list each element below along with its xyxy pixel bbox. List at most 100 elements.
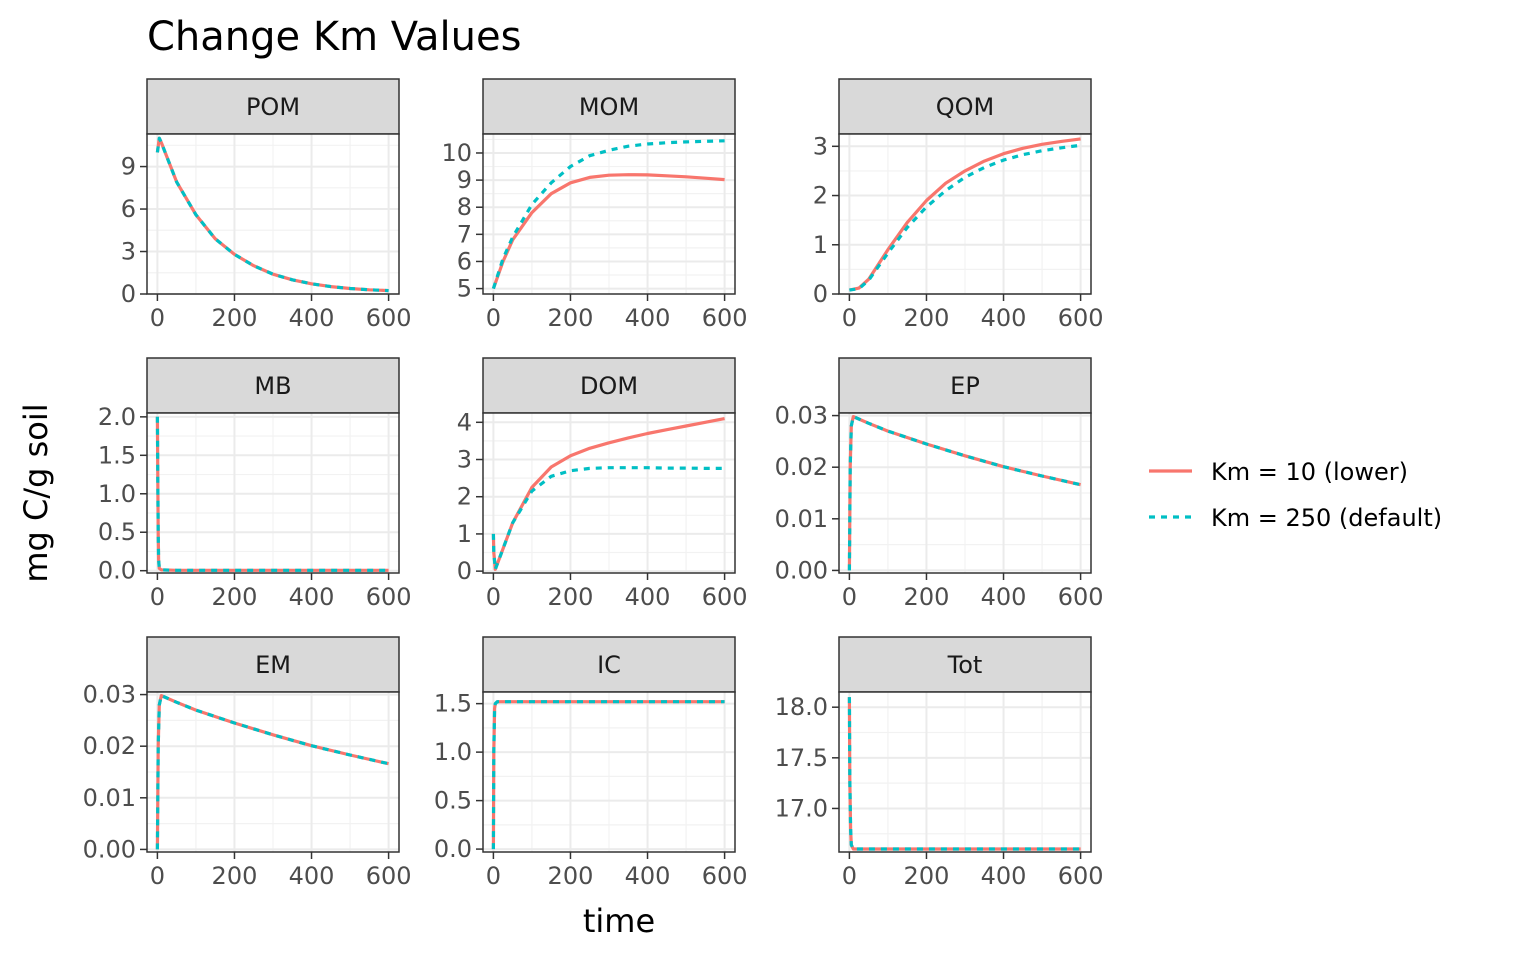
panel-ic: IC 0.0 0.5 1.0 1.5 0 200 400 600	[434, 636, 748, 890]
y-tick-label: 0.0	[98, 557, 136, 585]
series-line-lower	[491, 417, 725, 571]
series-line-default	[847, 415, 1081, 571]
x-tick-label: 600	[366, 304, 412, 332]
y-tick-label: 6	[121, 195, 136, 223]
y-tick-label: 0.0	[434, 835, 472, 863]
x-tick-label: 600	[702, 862, 748, 890]
x-tick-label: 0	[842, 583, 857, 611]
panel-border	[838, 412, 1092, 574]
y-tick-label: 0	[813, 280, 828, 308]
strip-label: IC	[597, 651, 621, 679]
y-tick-label: 7	[457, 220, 472, 248]
panel-border	[838, 133, 1092, 295]
x-tick-label: 400	[289, 583, 335, 611]
strip-background	[146, 636, 400, 693]
panel-border	[146, 133, 400, 295]
panel-qom: QOM 0 1 2 3 0 200 400 600	[813, 78, 1104, 332]
x-tick-label: 200	[548, 862, 594, 890]
panel-mb: MB 0.0 0.5 1.0 1.5 2.0 0 200 400 600	[98, 357, 412, 611]
x-tick-label: 0	[150, 583, 165, 611]
panel-border	[482, 412, 736, 574]
y-tick-label: 17.5	[775, 744, 828, 772]
x-tick-label: 0	[150, 304, 165, 332]
y-tick-label: 3	[121, 238, 136, 266]
y-tick-label: 0.5	[434, 787, 472, 815]
panel-em: EM 0.00 0.01 0.02 0.03 0 200 400 600	[83, 636, 412, 890]
y-tick-label: 0.02	[775, 453, 828, 481]
y-tick-label: 9	[121, 153, 136, 181]
strip-background	[482, 78, 736, 135]
x-tick-label: 200	[904, 862, 950, 890]
y-tick-label: 1.5	[98, 441, 136, 469]
series-line-default	[847, 697, 1081, 851]
strip-label: EM	[255, 651, 291, 679]
strip-background	[838, 78, 1092, 135]
x-tick-label: 400	[981, 862, 1027, 890]
panel-dom: DOM 0 1 2 3 4 0 200 400 600	[457, 357, 748, 611]
x-tick-label: 0	[486, 304, 501, 332]
series-line-default	[849, 143, 1081, 292]
x-tick-label: 200	[212, 583, 258, 611]
strip-background	[146, 357, 400, 414]
panel-ep: EP 0.00 0.01 0.02 0.03 0 200 400 600	[775, 357, 1104, 611]
y-tick-label: 0.01	[775, 505, 828, 533]
y-tick-label: 1.5	[434, 690, 472, 718]
x-tick-label: 600	[366, 583, 412, 611]
x-tick-label: 200	[548, 304, 594, 332]
strip-background	[146, 78, 400, 135]
panel-pom: POM 0 3 6 9 0 200 400 600	[121, 78, 412, 332]
legend-label: Km = 250 (default)	[1211, 504, 1442, 532]
y-tick-label: 3	[457, 446, 472, 474]
x-tick-label: 0	[150, 862, 165, 890]
x-tick-label: 400	[981, 583, 1027, 611]
y-tick-label: 1	[813, 231, 828, 259]
x-tick-label: 600	[1058, 583, 1104, 611]
y-tick-label: 10	[441, 139, 472, 167]
strip-label: MB	[254, 372, 291, 400]
panel-border	[146, 691, 400, 853]
strip-label: Tot	[947, 651, 983, 679]
strip-label: POM	[246, 93, 300, 121]
panel-tot: Tot 17.0 17.5 18.0 0 200 400 600	[775, 636, 1104, 890]
series-line-default	[491, 700, 725, 850]
strip-label: EP	[950, 372, 980, 400]
y-tick-label: 6	[457, 247, 472, 275]
y-tick-label: 9	[457, 166, 472, 194]
x-tick-label: 400	[289, 862, 335, 890]
x-tick-label: 200	[548, 583, 594, 611]
strip-label: MOM	[579, 93, 639, 121]
x-tick-label: 0	[842, 304, 857, 332]
x-tick-label: 400	[289, 304, 335, 332]
y-tick-label: 2	[813, 182, 828, 210]
panel-border	[838, 691, 1092, 853]
y-tick-label: 0.01	[83, 784, 136, 812]
strip-background	[482, 357, 736, 414]
y-tick-label: 0.00	[775, 556, 828, 584]
series-line-lower	[491, 173, 725, 290]
strip-background	[482, 636, 736, 693]
panel-border	[146, 412, 400, 574]
x-tick-label: 0	[842, 862, 857, 890]
x-tick-label: 200	[212, 862, 258, 890]
y-tick-label: 0.03	[775, 402, 828, 430]
x-tick-label: 600	[702, 583, 748, 611]
y-tick-label: 0.5	[98, 518, 136, 546]
x-tick-label: 400	[625, 583, 671, 611]
y-tick-label: 0.02	[83, 732, 136, 760]
x-tick-label: 0	[486, 583, 501, 611]
series-line-default	[155, 416, 389, 572]
y-tick-label: 0.00	[83, 835, 136, 863]
y-tick-label: 3	[813, 132, 828, 160]
strip-background	[838, 357, 1092, 414]
x-tick-label: 0	[486, 862, 501, 890]
panel-border	[482, 691, 736, 853]
x-axis-title: time	[583, 902, 655, 940]
legend: Km = 10 (lower) Km = 250 (default)	[1149, 458, 1442, 532]
y-tick-label: 1.0	[434, 738, 472, 766]
x-tick-label: 600	[1058, 304, 1104, 332]
x-tick-label: 400	[625, 862, 671, 890]
y-tick-label: 0.03	[83, 681, 136, 709]
